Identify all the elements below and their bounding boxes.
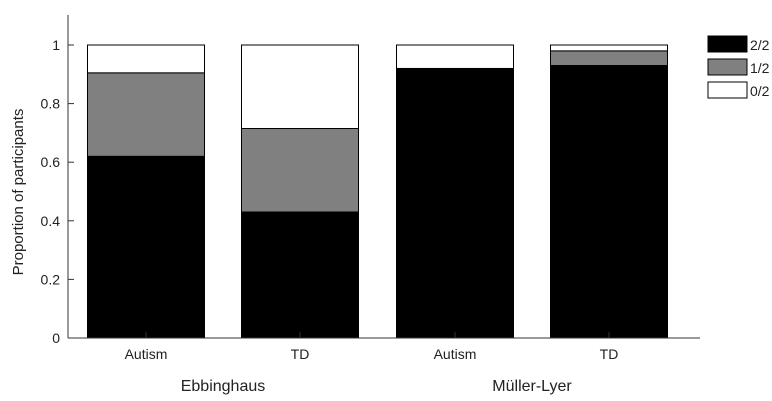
y-ticks: 0 0.2 0.4 0.6 0.8 1: [41, 37, 74, 346]
legend-label: 0/2: [750, 83, 770, 99]
bar-segment-1-1: [241, 128, 359, 213]
axes-layer: [67, 15, 700, 339]
y-tick-label: 0.8: [41, 96, 61, 112]
bar-segment-2-0: [396, 67, 514, 339]
legend: 2/2 1/2 0/2: [707, 35, 770, 99]
y-axis-title: Proportion of participants: [10, 109, 27, 276]
legend-swatch: [707, 35, 748, 53]
x-tick-label: TD: [291, 346, 310, 362]
legend-swatch: [707, 81, 748, 99]
y-tick-label: 1: [52, 37, 60, 53]
bar-segment-3-1: [550, 50, 668, 67]
y-tick-label: 0.2: [41, 271, 61, 287]
legend-label: 2/2: [750, 37, 770, 53]
bar-segment-3-0: [550, 65, 668, 339]
y-tick-label: 0.6: [41, 154, 61, 170]
bar-segment-0-1: [87, 72, 205, 157]
group-labels: Ebbinghaus Müller-Lyer: [181, 378, 573, 395]
x-tick-labels: Autism TD Autism TD: [125, 332, 619, 362]
bar-segment-0-2: [87, 44, 205, 74]
x-tick-label: TD: [600, 346, 619, 362]
group-label: Ebbinghaus: [181, 378, 266, 395]
y-tick-label: 0: [52, 330, 60, 346]
bar-segment-2-2: [396, 44, 514, 69]
bar-segment-0-0: [87, 155, 205, 339]
bar-segment-1-2: [241, 44, 359, 130]
group-label: Müller-Lyer: [492, 378, 572, 395]
legend-swatch: [707, 58, 748, 76]
legend-label: 1/2: [750, 60, 770, 76]
bar-segment-3-2: [550, 44, 668, 52]
bars-layer: [87, 44, 668, 339]
y-tick-label: 0.4: [41, 213, 61, 229]
bar-segment-1-0: [241, 211, 359, 339]
x-tick-label: Autism: [434, 346, 477, 362]
x-tick-label: Autism: [125, 346, 168, 362]
